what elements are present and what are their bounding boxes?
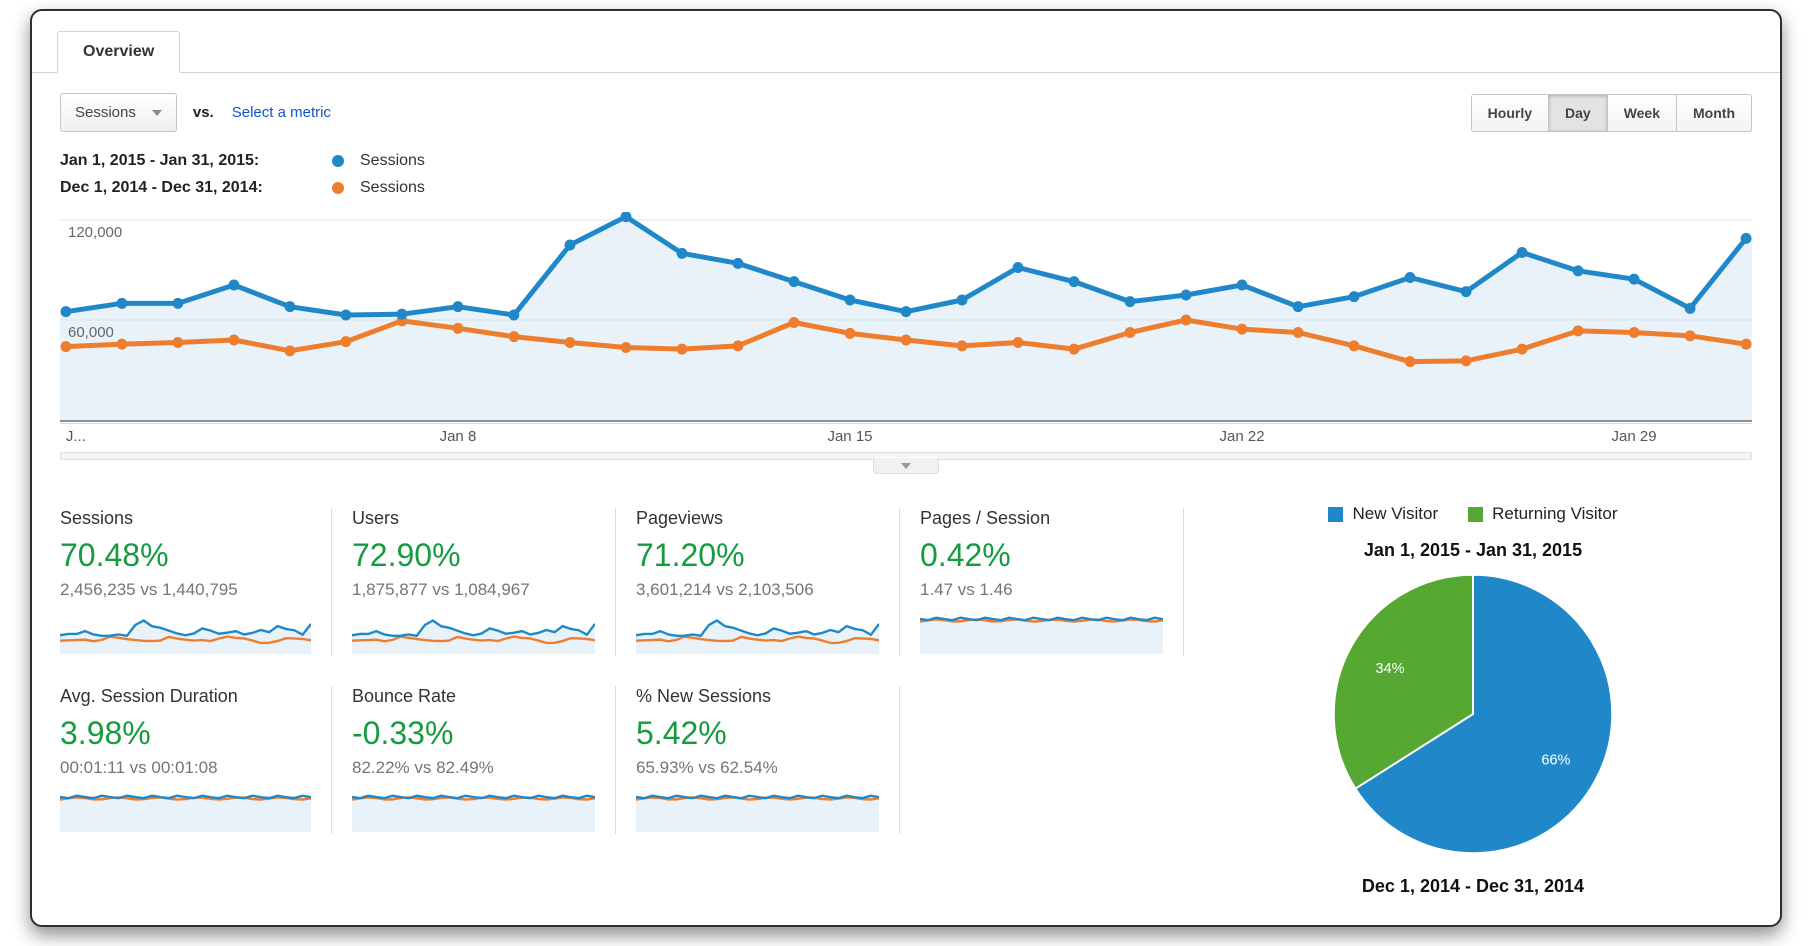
legend-date-range: Jan 1, 2015 - Jan 31, 2015: [60,152,260,169]
tab-bar: Overview [32,11,1780,73]
metric-sparkline [60,619,311,654]
vs-label: vs. [192,104,214,121]
metric-card-title: Sessions [60,508,134,528]
pie-legend: New Visitor Returning Visitor [1194,504,1752,524]
chart-legend: Jan 1, 2015 - Jan 31, 2015: Sessions Dec… [32,138,1780,208]
legend-row: Dec 1, 2014 - Dec 31, 2014: Sessions [60,179,1752,197]
x-axis-tick: J... [65,428,86,445]
metric-card-title: Bounce Rate [352,686,457,706]
pie-legend-label: Returning Visitor [1492,504,1618,523]
metric-sparkline [636,794,879,832]
metric-sparkline [352,794,595,832]
metric-card-change: 70.48% [60,537,169,573]
metric-card-comparison: 00:01:11 vs 00:01:08 [60,758,218,777]
expand-chart-tab[interactable] [873,457,939,474]
chevron-down-icon [151,109,162,116]
metric-sparkline [636,619,879,654]
metric-card-comparison: 1,875,877 vs 1,084,967 [352,580,530,599]
metric-card-change: 3.98% [60,715,151,751]
returning-visitor-swatch-icon [1468,506,1484,522]
metric-sparkline [352,619,595,654]
metric-card-title: Users [352,508,400,528]
pie-title: Jan 1, 2015 - Jan 31, 2015 [1363,540,1583,560]
metric-card-title: Pageviews [636,508,724,528]
metric-selector-dropdown[interactable]: Sessions [60,93,177,132]
svg-text:66%: 66% [1541,752,1570,768]
visitor-pie-chart[interactable]: 66% 34% [1328,569,1618,859]
metric-card-change: 5.42% [636,715,727,751]
current-series-dot-icon [332,155,344,167]
granularity-button-hourly[interactable]: Hourly [1470,93,1549,132]
metric-card-change: -0.33% [352,715,454,751]
pie-legend-item: Returning Visitor [1468,504,1618,524]
select-a-metric-link[interactable]: Select a metric [231,104,331,121]
previous-series-dot-icon [332,182,344,194]
legend-row: Jan 1, 2015 - Jan 31, 2015: Sessions [60,152,1752,170]
metric-card-title: Avg. Session Duration [60,686,238,706]
new-visitor-swatch-icon [1328,506,1344,522]
metric-cards-row: Avg. Session Duration 3.98% 00:01:11 vs … [60,686,1194,834]
metric-card-title: Pages / Session [920,508,1051,528]
pie-footer-label: Dec 1, 2014 - Dec 31, 2014 [1361,876,1585,896]
chevron-down-icon [901,462,911,469]
timeline-scrollbar[interactable] [60,452,1752,476]
summary-section: Sessions 70.48% 2,456,235 vs 1,440,795 U… [32,476,1780,897]
granularity-button-week[interactable]: Week [1607,93,1678,132]
metric-card-comparison: 2,456,235 vs 1,440,795 [60,580,238,599]
metric-cards: Sessions 70.48% 2,456,235 vs 1,440,795 U… [60,500,1194,897]
granularity-button-day[interactable]: Day [1549,93,1608,132]
y-axis-label: 60,000 [68,324,114,341]
pie-legend-label: New Visitor [1352,504,1439,523]
metric-card-percent-new-sessions[interactable]: % New Sessions 5.42% 65.93% vs 62.54% [616,686,900,834]
metric-card-comparison: 1.47 vs 1.46 [920,580,1013,599]
metric-sparkline [920,616,1163,654]
metric-card-change: 0.42% [920,537,1011,573]
legend-series-name: Sessions [360,179,425,196]
metric-card-change: 71.20% [636,537,745,573]
x-axis-labels: J... Jan 8 Jan 15 Jan 22 Jan 29 [60,428,1752,450]
x-axis-tick: Jan 29 [1611,428,1657,445]
x-axis-tick: Jan 15 [827,428,873,445]
metric-card-comparison: 82.22% vs 82.49% [352,758,494,777]
metric-card-title: % New Sessions [636,686,772,706]
y-axis-label: 120,000 [68,224,123,241]
metric-card-pageviews[interactable]: Pageviews 71.20% 3,601,214 vs 2,103,506 [616,508,900,656]
legend-date-range: Dec 1, 2014 - Dec 31, 2014: [60,179,263,196]
metric-card-change: 72.90% [352,537,461,573]
legend-series-name: Sessions [360,152,425,169]
visitor-type-panel: New Visitor Returning Visitor Jan 1, 201… [1194,500,1752,897]
tab-overview[interactable]: Overview [57,31,181,73]
metric-card-avg-session-duration[interactable]: Avg. Session Duration 3.98% 00:01:11 vs … [60,686,332,834]
metric-card-pages-per-session[interactable]: Pages / Session 0.42% 1.47 vs 1.46 [900,508,1184,656]
metric-selector-value: Sessions [75,104,136,121]
analytics-overview-panel: Overview Sessions vs. Select a metric Ho… [30,9,1782,927]
sessions-line-chart[interactable]: 120,000 60,000 [60,212,1752,424]
x-axis-tick: Jan 22 [1219,428,1265,445]
metric-card-comparison: 3,601,214 vs 2,103,506 [636,580,814,599]
chart-controls: Sessions vs. Select a metric Hourly Day … [32,73,1780,138]
metric-card-users[interactable]: Users 72.90% 1,875,877 vs 1,084,967 [332,508,616,656]
svg-text:34%: 34% [1376,661,1405,677]
pie-legend-item: New Visitor [1328,504,1438,524]
x-axis-tick: Jan 8 [439,428,477,445]
metric-sparkline [60,794,311,832]
metric-card-bounce-rate[interactable]: Bounce Rate -0.33% 82.22% vs 82.49% [332,686,616,834]
metric-card-comparison: 65.93% vs 62.54% [636,758,778,777]
metric-cards-row: Sessions 70.48% 2,456,235 vs 1,440,795 U… [60,508,1194,656]
granularity-toggle: Hourly Day Week Month [1470,93,1752,132]
granularity-button-month[interactable]: Month [1677,93,1752,132]
metric-card-sessions[interactable]: Sessions 70.48% 2,456,235 vs 1,440,795 [60,508,332,656]
